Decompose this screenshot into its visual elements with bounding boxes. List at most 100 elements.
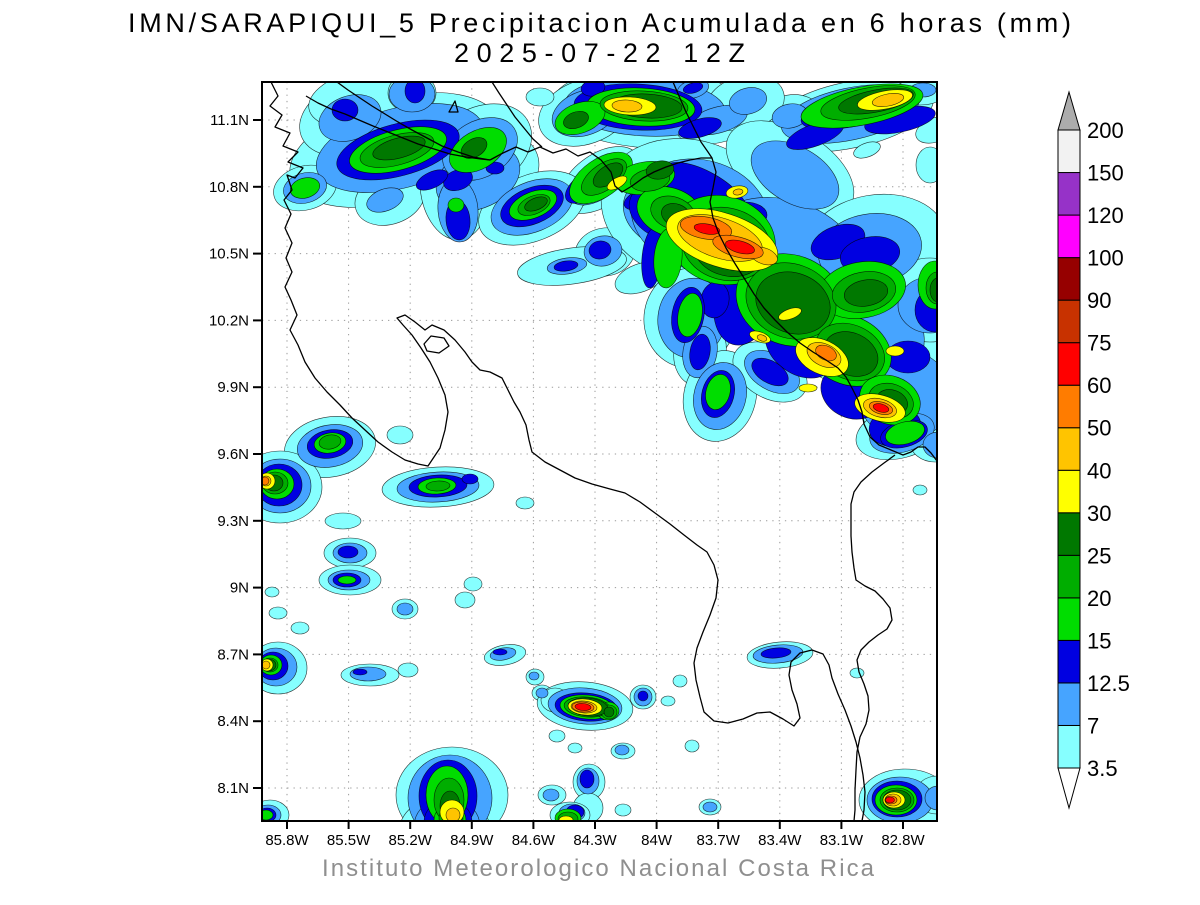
precip-blob-level-1 (922, 431, 937, 459)
precip-blob-level-4 (318, 434, 342, 450)
precip-blob-level-2 (553, 260, 579, 272)
precip-blob-level-5 (524, 196, 548, 212)
colorbar-segment (1057, 554, 1081, 599)
precip-blob-level-0 (567, 742, 583, 754)
coastline-and-borders (269, 82, 937, 821)
precip-blob-level-0 (849, 667, 865, 679)
precip-blob-level-2 (415, 169, 449, 191)
precip-blob-level-8 (262, 476, 270, 486)
precip-blob-level-0 (525, 87, 555, 107)
precip-blob-level-0 (660, 695, 676, 707)
chart-title: IMN/SARAPIQUI_5 Precipitacion Acumulada … (128, 8, 1072, 38)
precip-blob-level-2 (352, 668, 368, 676)
precip-blob-level-1 (366, 187, 404, 213)
colorbar-label: 150 (1087, 161, 1124, 186)
lat-tick-label: 9.6N (217, 446, 249, 463)
precip-blob-level-0 (386, 425, 414, 445)
lat-tick-label: 9.9N (217, 379, 249, 396)
precip-blob-level-2 (678, 117, 722, 139)
precip-blob-level-9 (885, 796, 895, 804)
colorbar-label: 30 (1087, 501, 1111, 526)
colorbar-label: 90 (1087, 288, 1111, 313)
precip-blob-level-7 (262, 660, 271, 670)
precip-blob-level-0 (915, 146, 937, 184)
precip-blob-level-2 (689, 333, 711, 371)
lat-tick-label: 8.1N (217, 780, 249, 797)
precip-blob-level-9 (693, 223, 721, 235)
precip-blob-level-3 (885, 420, 925, 446)
precip-blob-level-4 (425, 480, 451, 492)
precip-blob-level-0 (672, 674, 688, 688)
precip-blob-level-1 (750, 140, 840, 210)
precip-blob-level-2 (760, 647, 792, 659)
lon-tick-label: 84.6W (512, 832, 556, 849)
colorbar-label: 3.5 (1087, 756, 1118, 781)
precip-blob-level-0 (268, 606, 288, 620)
colorbar-label: 7 (1087, 713, 1099, 738)
precip-blob-level-0 (548, 729, 566, 743)
precip-blob-level-0 (853, 141, 881, 159)
precip-blob-level-1 (614, 744, 630, 756)
precip-blob-level-3 (447, 197, 465, 213)
colorbar-label: 200 (1087, 118, 1124, 143)
colorbar-segment (1057, 724, 1081, 769)
precip-blob-level-5 (460, 137, 488, 159)
precip-blob-level-7 (445, 807, 461, 821)
colorbar-label: 75 (1087, 331, 1111, 356)
coastline-path (489, 146, 712, 193)
precip-blob-level-2 (337, 545, 359, 559)
chart-subtitle: 2025-07-22 12Z (454, 38, 746, 68)
colorbar: 200 150 120 100 90 75 60 50 40 30 25 20 15 12.5 7 3.5 (1057, 90, 1130, 810)
coastline-path (448, 100, 459, 113)
colorbar-label: 40 (1087, 458, 1111, 483)
colorbar-segment (1057, 172, 1081, 216)
lat-tick-label: 8.7N (217, 646, 249, 663)
precip-blob-level-2 (485, 161, 505, 175)
coastline-path (305, 95, 491, 161)
precip-blob-level-0 (912, 484, 928, 496)
precip-blob-level-2 (751, 357, 789, 387)
precip-blob-level-7 (732, 188, 744, 196)
precip-blob-level-2 (885, 340, 931, 374)
lon-tick-label: 83.1W (820, 832, 864, 849)
precip-blob-level-5 (929, 277, 937, 303)
precip-blob-level-2 (579, 769, 595, 789)
precip-blob-level-7 (756, 334, 768, 342)
lon-tick-label: 85.2W (389, 832, 433, 849)
lon-tick-label: 83.7W (697, 832, 741, 849)
colorbar-label: 12.5 (1087, 671, 1130, 696)
precip-blob-level-9 (872, 403, 890, 413)
precip-blob-level-1 (702, 801, 718, 813)
precip-blob-level-1 (542, 788, 560, 802)
colorbar-label: 100 (1087, 246, 1124, 271)
colorbar-label: 60 (1087, 373, 1111, 398)
lat-tick-label: 11.1N (210, 112, 249, 129)
colorbar-segment (1057, 427, 1081, 471)
precip-blob-level-0 (264, 586, 280, 598)
lat-tick-label: 9.3N (217, 513, 249, 530)
precip-blob-level-0 (515, 496, 535, 510)
colorbar-segment (1057, 384, 1081, 429)
footer-credit: Instituto Meteorologico Nacional Costa R… (322, 855, 875, 882)
precip-blob-level-3 (705, 374, 731, 410)
colorbar-segment (1057, 257, 1081, 301)
precip-blob-level-5 (603, 706, 615, 718)
colorbar-label: 20 (1087, 586, 1111, 611)
precip-blob-level-0 (454, 591, 476, 609)
axis-ticks-and-labels: 11.1N 10.8N 10.5N 10.2N 9.9N 9.6N 9.3N 9N 8.7N 8.… (209, 112, 926, 849)
coastline-path (850, 454, 896, 821)
precip-blob-level-0 (324, 512, 362, 530)
precipitation-contours (262, 82, 937, 821)
precip-blob-level-6 (798, 383, 818, 393)
colorbar-segment (1057, 129, 1081, 174)
precip-blob-level-3 (677, 292, 703, 338)
colorbar-segment (1057, 342, 1081, 386)
colorbar-label: 25 (1087, 543, 1111, 568)
precip-blob-level-1 (729, 87, 767, 115)
lon-tick-label: 84.3W (573, 832, 617, 849)
precip-blob-level-2 (492, 648, 508, 656)
precip-blob-level-9 (725, 239, 755, 255)
precip-blob-level-0 (684, 739, 700, 753)
precip-blob-level-9 (574, 703, 592, 711)
